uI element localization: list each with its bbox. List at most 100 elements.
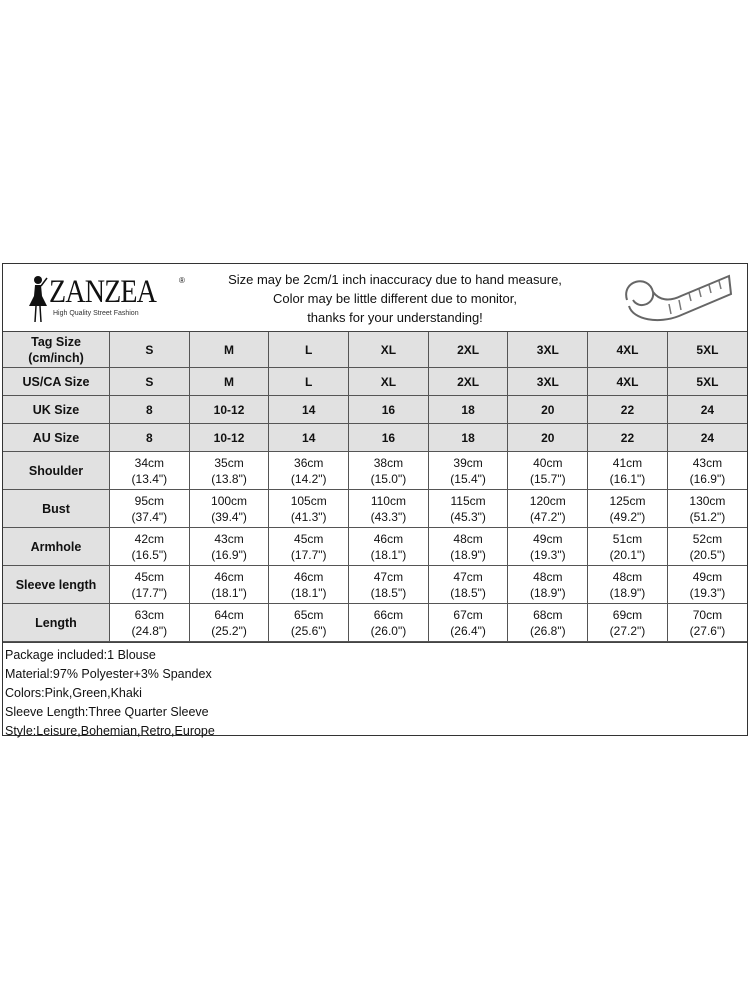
cm-value: 40cm — [533, 455, 563, 470]
size-value: 4XL — [616, 374, 639, 389]
measurement-row: Length 63cm (24.8") 64cm (25.2") 65cm (25.6") 6… — [3, 603, 747, 642]
measurement-cell: 48cm (18.9") — [507, 565, 589, 604]
size-cell: M — [188, 367, 270, 396]
size-value: 8 — [146, 430, 153, 445]
size-cell: S — [109, 332, 190, 368]
row-label: Length — [3, 603, 110, 642]
measurement-notice: Size may be 2cm/1 inch inaccuracy due to… — [183, 270, 607, 327]
measurement-cell: 46cm (18.1") — [348, 527, 429, 566]
inch-value: (20.1") — [609, 547, 646, 562]
inch-value: (16.9") — [689, 471, 726, 486]
size-cell: 14 — [268, 423, 350, 452]
size-value: S — [145, 374, 154, 389]
size-cell: 18 — [427, 395, 509, 424]
cm-value: 48cm — [453, 531, 483, 546]
inch-value: (18.9") — [450, 547, 486, 562]
cm-value: 105cm — [290, 493, 327, 508]
size-cell: M — [188, 332, 270, 368]
brand-logo: ZANZEA ® High Quality Street Fashion — [27, 274, 185, 324]
measurement-cell: 49cm (19.3") — [507, 527, 589, 566]
inch-value: (14.2") — [290, 471, 327, 486]
measurement-cell: 39cm (15.4") — [427, 451, 509, 490]
size-cell: 5XL — [666, 367, 747, 396]
measurement-cell: 64cm (25.2") — [188, 603, 270, 642]
measurement-cell: 36cm (14.2") — [268, 451, 350, 490]
size-cell: 3XL — [507, 332, 589, 368]
inch-value: (51.2") — [689, 509, 726, 524]
inch-value: (26.8") — [529, 623, 566, 638]
cm-value: 48cm — [612, 569, 643, 584]
measurement-cell: 51cm (20.1") — [587, 527, 668, 566]
measurement-cell: 130cm (51.2") — [666, 489, 747, 528]
brand-tagline: High Quality Street Fashion — [53, 310, 139, 317]
cm-value: 38cm — [373, 455, 404, 470]
inch-value: (26.0") — [370, 623, 407, 638]
inch-value: (25.2") — [211, 623, 247, 638]
product-details: Package included:1 Blouse Material:97% P… — [3, 642, 747, 744]
inch-value: (18.1") — [370, 547, 407, 562]
row-label-text: US/CA Size — [22, 374, 90, 389]
cm-value: 35cm — [214, 455, 244, 470]
inch-value: (45.3") — [450, 509, 486, 524]
inch-value: (25.6") — [290, 623, 327, 638]
size-value: L — [305, 374, 313, 389]
row-label-text: Tag Size (cm/inch) — [28, 334, 84, 365]
row-label-text: Sleeve length — [15, 577, 97, 592]
size-table: Tag Size (cm/inch) S M L XL 2XL 3XL 4XL 5XL US/CA… — [3, 332, 747, 642]
cm-value: 36cm — [294, 455, 324, 470]
size-value: 22 — [620, 402, 635, 417]
size-cell: 22 — [587, 423, 668, 452]
measurement-cell: 45cm (17.7") — [268, 527, 350, 566]
measurement-row: Bust 95cm (37.4") 100cm (39.4") 105cm (41.3") 1… — [3, 489, 747, 528]
size-value: 2XL — [457, 342, 480, 357]
size-row: AU Size 8 10-12 14 16 18 20 22 24 — [3, 423, 747, 452]
size-row: US/CA Size S M L XL 2XL 3XL 4XL 5XL — [3, 367, 747, 396]
size-row: Tag Size (cm/inch) S M L XL 2XL 3XL 4XL 5XL — [3, 332, 747, 368]
row-label: US/CA Size — [3, 367, 110, 396]
cm-value: 47cm — [373, 569, 404, 584]
measurement-cell: 48cm (18.9") — [427, 527, 509, 566]
cm-value: 70cm — [692, 607, 723, 622]
cm-value: 63cm — [134, 607, 165, 622]
measurement-row: Armhole 42cm (16.5") 43cm (16.9") 45cm (17.7")… — [3, 527, 747, 566]
size-cell: 4XL — [587, 367, 668, 396]
measurement-cell: 110cm (43.3") — [348, 489, 429, 528]
size-cell: 16 — [348, 395, 429, 424]
size-value: 3XL — [536, 342, 559, 357]
size-value: 24 — [700, 430, 715, 445]
measurement-cell: 34cm (13.4") — [109, 451, 190, 490]
notice-line: thanks for your understanding! — [307, 310, 483, 325]
cm-value: 100cm — [211, 493, 248, 508]
cm-value: 41cm — [612, 455, 643, 470]
cm-value: 43cm — [214, 531, 244, 546]
size-value: 3XL — [536, 374, 559, 389]
measurement-cell: 40cm (15.7") — [507, 451, 589, 490]
inch-value: (18.1") — [211, 585, 247, 600]
inch-value: (27.2") — [609, 623, 646, 638]
measurement-cell: 38cm (15.0") — [348, 451, 429, 490]
size-value: XL — [380, 342, 397, 357]
row-label: Bust — [3, 489, 110, 528]
size-value: 2XL — [457, 374, 480, 389]
measurement-cell: 70cm (27.6") — [666, 603, 747, 642]
brand-name: ZANZEA — [49, 274, 157, 310]
size-value: M — [224, 374, 235, 389]
measurement-cell: 95cm (37.4") — [109, 489, 190, 528]
measurement-cell: 43cm (16.9") — [666, 451, 747, 490]
size-cell: 8 — [109, 423, 190, 452]
inch-value: (13.4") — [131, 471, 168, 486]
row-label-text: AU Size — [32, 430, 80, 445]
cm-value: 46cm — [294, 569, 324, 584]
measurement-cell: 68cm (26.8") — [507, 603, 589, 642]
cm-value: 67cm — [453, 607, 483, 622]
size-cell: 4XL — [587, 332, 668, 368]
cm-value: 43cm — [692, 455, 723, 470]
cm-value: 115cm — [450, 493, 486, 508]
size-value: 10-12 — [213, 430, 245, 445]
size-cell: 2XL — [427, 332, 509, 368]
size-cell: 2XL — [427, 367, 509, 396]
size-value: L — [305, 342, 313, 357]
measurement-cell: 48cm (18.9") — [587, 565, 668, 604]
notice-line: Size may be 2cm/1 inch inaccuracy due to… — [228, 272, 562, 287]
inch-value: (15.0") — [370, 471, 407, 486]
